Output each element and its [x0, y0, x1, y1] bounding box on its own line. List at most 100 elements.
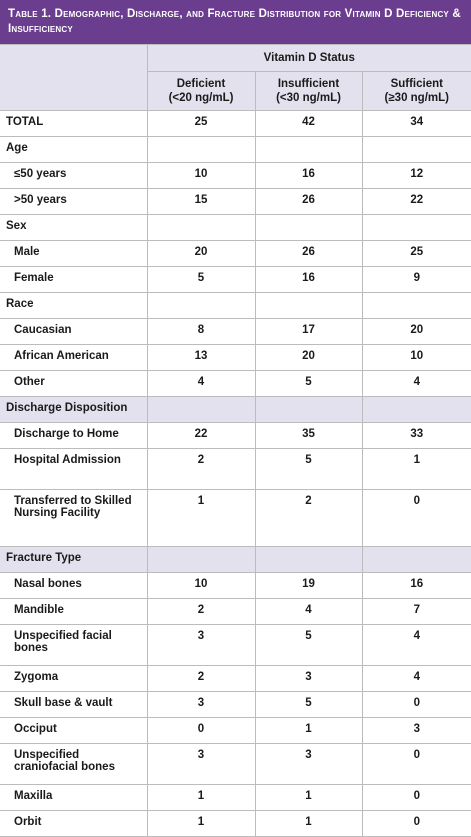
value-cell: 2 — [146, 665, 256, 692]
section-header-row: Discharge Disposition — [0, 396, 471, 423]
table-row: Discharge to Home 22 35 33 — [0, 422, 471, 449]
value-cell: 35 — [254, 422, 363, 449]
value-cell: 0 — [146, 717, 256, 744]
value-cell: 33 — [361, 422, 471, 449]
table-title: Table 1. Demographic, Discharge, and Fra… — [0, 0, 471, 44]
table-row: Unspecified facial bones 3 5 4 — [0, 624, 471, 666]
table-row: Skull base & vault 3 5 0 — [0, 691, 471, 718]
row-label: Fracture Type — [0, 546, 148, 573]
table-row: TOTAL 25 42 34 — [0, 110, 471, 137]
value-cell: 2 — [146, 448, 256, 490]
table-header: Vitamin D Status Deficient (<20 ng/mL) In… — [0, 44, 471, 111]
value-cell — [361, 214, 471, 241]
table-row: Other 4 5 4 — [0, 370, 471, 397]
value-cell: 5 — [254, 448, 363, 490]
value-cell — [146, 136, 256, 163]
value-cell: 26 — [254, 240, 363, 267]
value-cell — [361, 136, 471, 163]
value-cell: 0 — [361, 784, 471, 811]
group-header-row: Race — [0, 292, 471, 319]
value-cell — [254, 136, 363, 163]
table-row: ≤50 years 10 16 12 — [0, 162, 471, 189]
value-cell: 9 — [361, 266, 471, 293]
value-cell: 5 — [254, 370, 363, 397]
row-label: Orbit — [0, 810, 148, 837]
table-row: African American 13 20 10 — [0, 344, 471, 371]
table-row: Transferred to Skilled Nursing Facility 1… — [0, 489, 471, 547]
row-label: >50 years — [0, 188, 148, 215]
row-label: Skull base & vault — [0, 691, 148, 718]
value-cell: 3 — [146, 743, 256, 785]
value-cell — [254, 396, 363, 423]
value-cell: 7 — [361, 598, 471, 625]
value-cell: 17 — [254, 318, 363, 345]
row-label: Nasal bones — [0, 572, 148, 599]
value-cell: 4 — [146, 370, 256, 397]
section-header-row: Fracture Type — [0, 546, 471, 573]
row-label: Discharge Disposition — [0, 396, 148, 423]
row-label: Unspecified craniofacial bones — [0, 743, 148, 785]
value-cell: 4 — [361, 665, 471, 692]
group-header-row: Sex — [0, 214, 471, 241]
value-cell: 1 — [254, 717, 363, 744]
table-row: Female 5 16 9 — [0, 266, 471, 293]
table-row: Unspecified craniofacial bones 3 3 0 — [0, 743, 471, 785]
row-label: Occiput — [0, 717, 148, 744]
value-cell: 0 — [361, 810, 471, 837]
value-cell: 19 — [254, 572, 363, 599]
value-cell: 5 — [254, 624, 363, 666]
table-row: Occiput 0 1 3 — [0, 717, 471, 744]
value-cell: 13 — [146, 344, 256, 371]
value-cell: 16 — [254, 162, 363, 189]
value-cell: 22 — [361, 188, 471, 215]
value-cell: 5 — [254, 691, 363, 718]
header-group-label: Vitamin D Status — [146, 44, 471, 72]
value-cell: 8 — [146, 318, 256, 345]
value-cell: 4 — [361, 624, 471, 666]
value-cell: 1 — [146, 810, 256, 837]
value-cell: 16 — [254, 266, 363, 293]
row-label: Race — [0, 292, 148, 319]
row-label: Sex — [0, 214, 148, 241]
value-cell: 34 — [361, 110, 471, 137]
value-cell: 22 — [146, 422, 256, 449]
value-cell: 1 — [254, 810, 363, 837]
row-label: Other — [0, 370, 148, 397]
row-label: Female — [0, 266, 148, 293]
value-cell: 5 — [146, 266, 256, 293]
table-row: Hospital Admission 2 5 1 — [0, 448, 471, 490]
column-name: Deficient — [176, 78, 226, 90]
row-label: African American — [0, 344, 148, 371]
value-cell: 10 — [146, 162, 256, 189]
column-name: Insufficient — [277, 78, 340, 90]
value-cell: 0 — [361, 691, 471, 718]
row-label: Caucasian — [0, 318, 148, 345]
row-label: Discharge to Home — [0, 422, 148, 449]
row-label: ≤50 years — [0, 162, 148, 189]
value-cell — [146, 546, 256, 573]
row-label: Age — [0, 136, 148, 163]
table-row: Zygoma 2 3 4 — [0, 665, 471, 692]
row-label: TOTAL — [0, 110, 148, 137]
value-cell: 42 — [254, 110, 363, 137]
value-cell: 1 — [254, 784, 363, 811]
value-cell: 20 — [146, 240, 256, 267]
header-sufficient: Sufficient (≥30 ng/mL) — [361, 71, 471, 111]
header-blank-cell — [0, 44, 148, 111]
value-cell — [146, 292, 256, 319]
value-cell: 1 — [146, 784, 256, 811]
group-header-row: Age — [0, 136, 471, 163]
value-cell: 3 — [146, 624, 256, 666]
value-cell: 25 — [146, 110, 256, 137]
value-cell — [254, 214, 363, 241]
value-cell — [361, 546, 471, 573]
value-cell: 0 — [361, 743, 471, 785]
value-cell — [254, 292, 363, 319]
table-row: Caucasian 8 17 20 — [0, 318, 471, 345]
row-label: Unspecified facial bones — [0, 624, 148, 666]
value-cell: 1 — [146, 489, 256, 547]
value-cell: 20 — [361, 318, 471, 345]
row-label: Zygoma — [0, 665, 148, 692]
value-cell: 3 — [254, 665, 363, 692]
row-label: Hospital Admission — [0, 448, 148, 490]
